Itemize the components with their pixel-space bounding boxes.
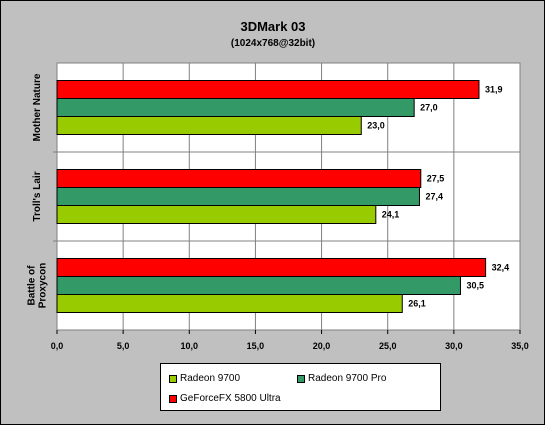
data-label: 27,5 bbox=[427, 174, 445, 184]
category-label: Mother Nature bbox=[32, 73, 43, 141]
bar bbox=[56, 80, 480, 99]
category-label: Troll's Lair bbox=[32, 171, 43, 221]
legend-item-geforcefx-5800-ultra: GeForceFX 5800 Ultra bbox=[169, 393, 281, 404]
x-tick-label: 15,0 bbox=[247, 341, 265, 351]
data-label: 27,0 bbox=[420, 103, 438, 113]
category-label-line: Battle of bbox=[27, 265, 38, 306]
category-label-line: Troll's Lair bbox=[32, 171, 43, 221]
bar bbox=[56, 205, 377, 224]
x-tick-label: 0,0 bbox=[51, 341, 64, 351]
category-label-line: Mother Nature bbox=[32, 73, 43, 141]
legend-swatch bbox=[297, 374, 305, 383]
x-tick-label: 30,0 bbox=[445, 341, 463, 351]
data-label: 26,1 bbox=[408, 299, 426, 309]
legend: Radeon 9700 Radeon 9700 Pro GeForceFX 58… bbox=[160, 363, 441, 411]
category-label: Battle of Proxycon bbox=[27, 263, 49, 309]
bar bbox=[56, 98, 415, 117]
bar bbox=[56, 116, 362, 135]
bar bbox=[56, 187, 420, 206]
chart-title: 3DMark 03 bbox=[240, 19, 305, 34]
bar bbox=[56, 258, 487, 277]
legend-item-radeon-9700-pro: Radeon 9700 Pro bbox=[297, 373, 386, 384]
data-label: 32,4 bbox=[492, 263, 510, 273]
bar bbox=[56, 276, 461, 295]
x-tick-label: 5,0 bbox=[117, 341, 130, 351]
legend-label: Radeon 9700 Pro bbox=[308, 373, 387, 384]
category-separators bbox=[53, 151, 520, 242]
bar bbox=[56, 169, 422, 188]
data-label: 27,4 bbox=[425, 192, 443, 202]
data-label: 23,0 bbox=[367, 121, 385, 131]
legend-label: Radeon 9700 bbox=[180, 373, 241, 384]
chart-subtitle: (1024x768@32bit) bbox=[231, 38, 315, 49]
x-tick-label: 20,0 bbox=[313, 341, 331, 351]
bars bbox=[56, 80, 487, 313]
x-tick-label: 35,0 bbox=[511, 341, 529, 351]
bar bbox=[56, 294, 403, 313]
legend-swatch bbox=[169, 374, 177, 383]
x-tick-label: 10,0 bbox=[181, 341, 199, 351]
x-tick-label: 25,0 bbox=[379, 341, 397, 351]
category-label-line: Proxycon bbox=[38, 263, 49, 309]
data-label: 30,5 bbox=[466, 281, 484, 291]
legend-swatch bbox=[169, 394, 177, 403]
data-label: 31,9 bbox=[485, 85, 503, 95]
data-label: 24,1 bbox=[382, 210, 400, 220]
category-labels: Mother Nature Troll's Lair Battle of Proxyc… bbox=[27, 73, 49, 308]
x-axis-ticks: 0,0 5,0 10,0 15,0 20,0 25,0 30,0 35,0 bbox=[51, 330, 529, 351]
legend-label: GeForceFX 5800 Ultra bbox=[180, 393, 281, 404]
data-labels: 31,9 27,0 23,0 27,5 27,4 24,1 32,4 30,5 26,1 bbox=[367, 85, 509, 309]
legend-item-radeon-9700: Radeon 9700 bbox=[169, 373, 240, 384]
